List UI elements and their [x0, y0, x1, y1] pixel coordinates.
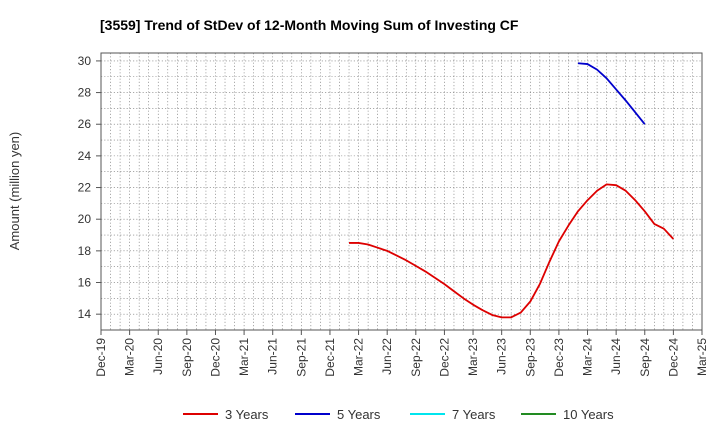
x-tick-label: Dec-23	[552, 338, 566, 377]
series-line	[577, 62, 646, 125]
x-tick-label: Dec-24	[666, 338, 680, 377]
x-tick-label: Dec-21	[323, 338, 337, 377]
y-tick-label: 30	[78, 54, 92, 68]
y-tick-label: 14	[78, 307, 92, 321]
series-line	[349, 183, 675, 319]
x-tick-label: Dec-19	[94, 338, 108, 377]
x-tick-label: Mar-21	[237, 338, 251, 376]
x-tick-label: Jun-24	[609, 338, 623, 375]
y-tick-label: 26	[78, 117, 92, 131]
x-tick-label: Sep-24	[638, 338, 652, 377]
x-tick-label: Sep-20	[180, 338, 194, 377]
x-tick-label: Dec-22	[437, 338, 451, 377]
x-tick-label: Jun-23	[495, 338, 509, 375]
x-tick-label: Sep-23	[523, 338, 537, 377]
y-tick-label: 24	[78, 149, 92, 163]
x-tick-label: Jun-22	[380, 338, 394, 375]
x-tick-label: Mar-23	[466, 338, 480, 376]
y-tick-label: 28	[78, 86, 92, 100]
legend-label: 7 Years	[452, 407, 496, 422]
x-tick-label: Jun-21	[266, 338, 280, 375]
x-axis-ticks: Dec-19 Mar-20 Jun-20 Sep-20 Dec-20 Mar-21 Jun-…	[94, 330, 709, 377]
chart-title: [3559] Trend of StDev of 12-Month Moving…	[100, 17, 519, 33]
y-tick-label: 22	[78, 181, 92, 195]
x-tick-label: Mar-22	[352, 338, 366, 376]
y-tick-label: 18	[78, 244, 92, 258]
x-tick-label: Jun-20	[151, 338, 165, 375]
legend-label: 5 Years	[337, 407, 381, 422]
y-axis-ticks: 14 16 18 20 22 24 26 28 30	[78, 54, 101, 321]
y-tick-label: 20	[78, 212, 92, 226]
legend: 3 Years 5 Years 7 Years 10 Years	[183, 407, 614, 422]
x-tick-label: Dec-20	[208, 338, 222, 377]
legend-label: 3 Years	[225, 407, 269, 422]
plot-area	[100, 52, 703, 331]
y-tick-label: 16	[78, 276, 92, 290]
y-axis-label: Amount (million yen)	[7, 132, 22, 251]
series-lines	[349, 62, 675, 319]
x-tick-label: Mar-25	[695, 338, 709, 376]
grid	[100, 53, 703, 331]
x-tick-label: Mar-24	[581, 338, 595, 376]
x-tick-label: Sep-22	[409, 338, 423, 377]
legend-label: 10 Years	[563, 407, 614, 422]
x-tick-label: Sep-21	[294, 338, 308, 377]
x-tick-label: Mar-20	[123, 338, 137, 376]
